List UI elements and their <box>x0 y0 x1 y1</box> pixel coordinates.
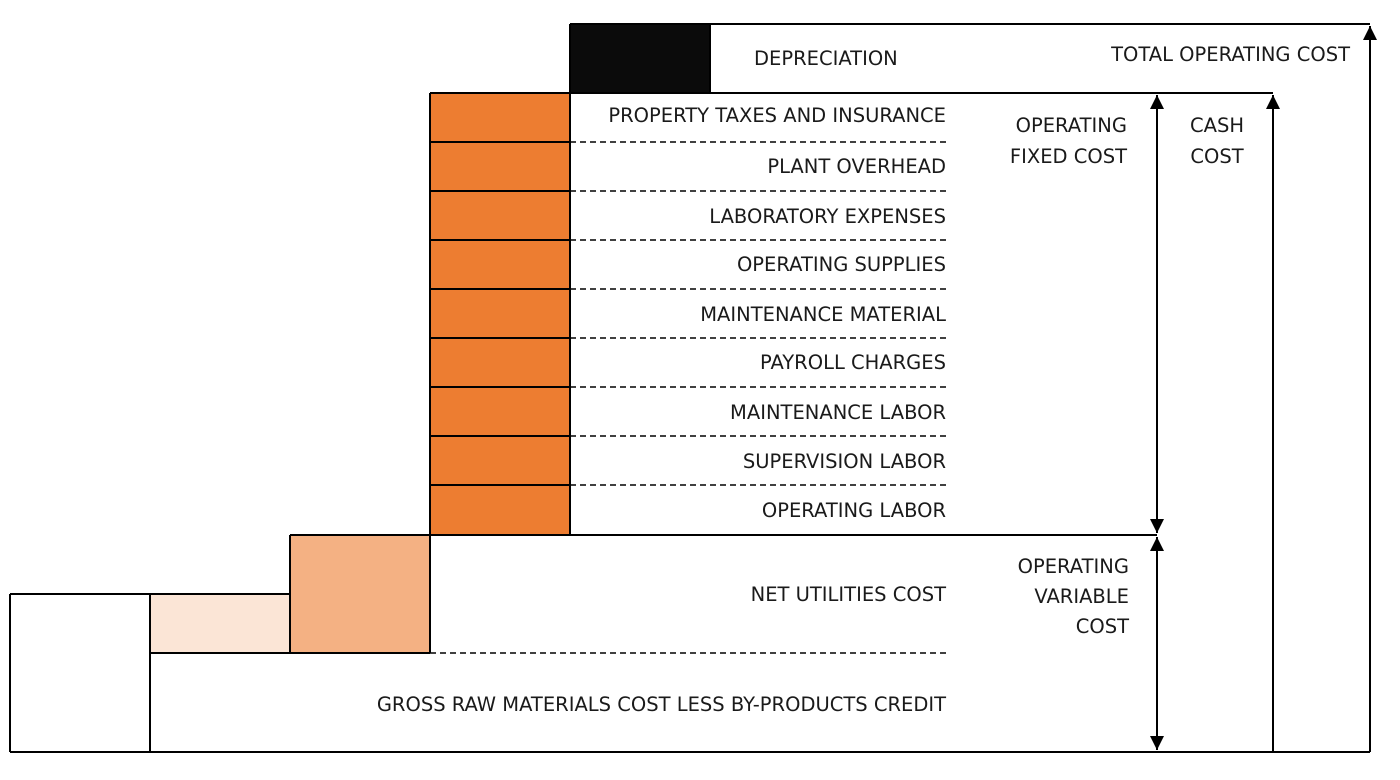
fixed-cost-block-operating-supplies <box>430 240 570 289</box>
operating-fixed-cost-label-line1: OPERATING <box>1016 114 1127 137</box>
fixed-cost-block-property-taxes <box>430 93 570 142</box>
net-utilities-cost-label: NET UTILITIES COST <box>751 583 946 606</box>
payroll-charges-label: PAYROLL CHARGES <box>760 351 946 374</box>
fixed-cost-block-laboratory <box>430 191 570 240</box>
fixed-cost-block-maintenance-labor <box>430 387 570 436</box>
fixed-cost-block-payroll <box>430 338 570 387</box>
maintenance-labor-label: MAINTENANCE LABOR <box>730 401 946 424</box>
fixed-cost-block-maintenance-material <box>430 289 570 338</box>
operating-labor-label: OPERATING LABOR <box>762 499 946 522</box>
operating-variable-cost-label-line3: COST <box>1076 615 1129 638</box>
supervision-labor-label: SUPERVISION LABOR <box>743 450 946 473</box>
total-operating-cost-label: TOTAL OPERATING COST <box>1110 43 1350 66</box>
fixed-cost-block-supervision-labor <box>430 436 570 485</box>
cash-cost-label-line2: COST <box>1190 145 1243 168</box>
operating-supplies-label: OPERATING SUPPLIES <box>737 253 946 276</box>
dashed-dividers <box>430 141 950 654</box>
utilities-block <box>290 535 430 653</box>
depreciation-label: DEPRECIATION <box>754 47 898 70</box>
cash-cost-label-line1: CASH <box>1190 114 1244 137</box>
raw-materials-light-block <box>150 594 290 653</box>
laboratory-expenses-label: LABORATORY EXPENSES <box>709 205 946 228</box>
maintenance-material-label: MAINTENANCE MATERIAL <box>700 303 946 326</box>
fixed-cost-block-operating-labor <box>430 485 570 535</box>
plant-overhead-label: PLANT OVERHEAD <box>767 155 946 178</box>
property-taxes-label: PROPERTY TAXES AND INSURANCE <box>608 104 946 127</box>
fixed-cost-separators <box>430 141 570 486</box>
operating-variable-cost-label-line2: VARIABLE <box>1034 585 1129 608</box>
operating-variable-cost-label-line1: OPERATING <box>1018 555 1129 578</box>
gross-raw-materials-label: GROSS RAW MATERIALS COST LESS BY-PRODUCT… <box>377 693 946 716</box>
operating-fixed-cost-label-line2: FIXED COST <box>1010 145 1127 168</box>
fixed-cost-block-plant-overhead <box>430 142 570 191</box>
outline-frame <box>9 23 1370 753</box>
depreciation-block <box>570 24 710 93</box>
